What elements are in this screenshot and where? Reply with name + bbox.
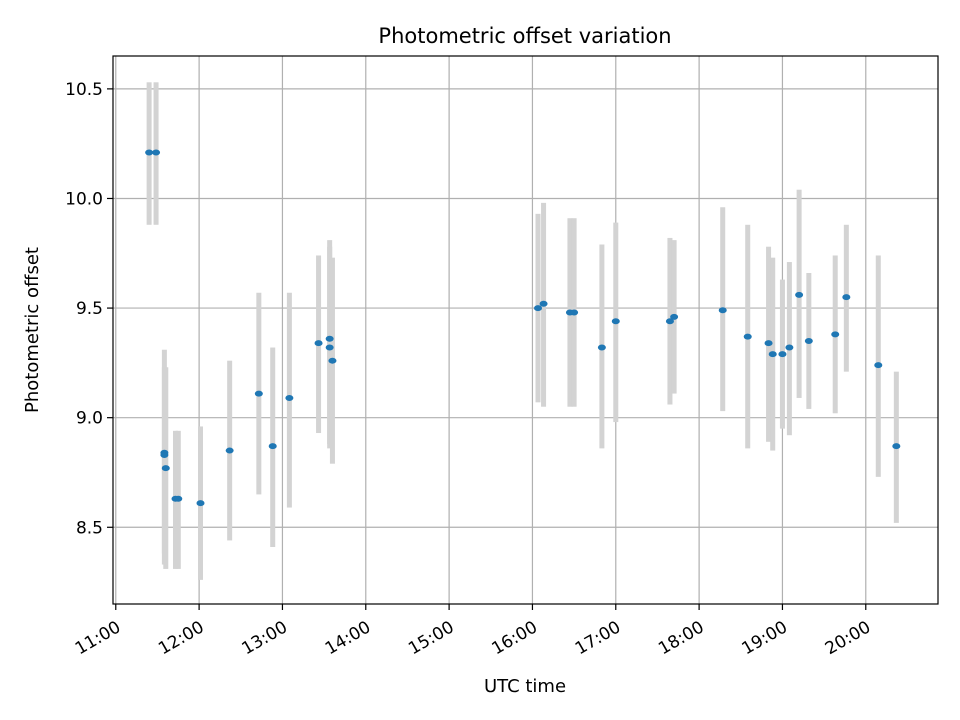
data-point bbox=[268, 443, 277, 450]
y-tick-label: 9.5 bbox=[76, 299, 103, 319]
data-point bbox=[285, 394, 294, 401]
data-point bbox=[160, 451, 169, 458]
data-point bbox=[161, 465, 170, 472]
y-tick-label: 10.0 bbox=[65, 189, 103, 209]
y-axis-ticks: 8.5 9.0 9.5 10.0 10.5 bbox=[65, 80, 113, 538]
data-point bbox=[764, 340, 773, 347]
data-point bbox=[328, 357, 337, 364]
data-point bbox=[778, 351, 787, 358]
plot-frame bbox=[112, 55, 939, 605]
data-point bbox=[804, 337, 813, 344]
data-point bbox=[665, 318, 674, 325]
data-point bbox=[145, 149, 154, 156]
data-point bbox=[570, 309, 579, 316]
chart-title: Photometric offset variation bbox=[378, 24, 671, 48]
data-point bbox=[718, 307, 727, 314]
y-axis-label: Photometric offset bbox=[22, 247, 43, 413]
data-points bbox=[145, 149, 901, 507]
data-point bbox=[325, 335, 334, 342]
data-point bbox=[254, 390, 263, 397]
data-point bbox=[743, 333, 752, 340]
data-point bbox=[314, 340, 323, 347]
y-tick-label: 10.5 bbox=[65, 80, 103, 100]
data-point bbox=[768, 351, 777, 358]
data-point bbox=[225, 447, 234, 454]
data-point bbox=[874, 362, 883, 369]
data-point bbox=[539, 300, 548, 307]
data-point bbox=[534, 305, 542, 312]
y-tick-label: 8.5 bbox=[76, 518, 103, 538]
data-point bbox=[892, 443, 901, 450]
data-point bbox=[611, 318, 620, 325]
data-point bbox=[842, 294, 851, 301]
data-point bbox=[785, 344, 794, 351]
data-point bbox=[670, 313, 679, 320]
y-tick-label: 9.0 bbox=[76, 409, 103, 429]
data-point bbox=[174, 495, 183, 502]
data-point bbox=[196, 500, 205, 507]
data-point bbox=[152, 149, 161, 156]
data-point bbox=[597, 344, 606, 351]
x-axis-label: UTC time bbox=[484, 676, 566, 697]
data-point bbox=[831, 331, 840, 338]
data-point bbox=[795, 291, 804, 298]
data-point bbox=[325, 344, 334, 351]
